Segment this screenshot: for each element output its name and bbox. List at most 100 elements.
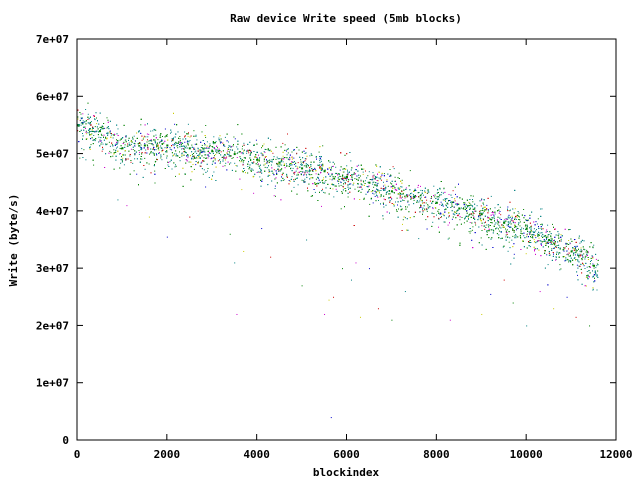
data-point bbox=[363, 181, 365, 183]
data-point bbox=[218, 150, 220, 152]
data-point bbox=[400, 192, 402, 194]
data-point bbox=[309, 178, 311, 180]
data-point bbox=[354, 178, 356, 180]
data-point bbox=[150, 130, 152, 132]
data-point bbox=[573, 258, 575, 259]
data-point bbox=[398, 178, 400, 179]
data-point bbox=[340, 152, 342, 154]
data-point bbox=[461, 198, 463, 200]
data-point bbox=[302, 157, 304, 159]
data-point bbox=[92, 139, 94, 141]
data-point bbox=[89, 146, 91, 148]
data-point bbox=[492, 211, 494, 213]
data-point bbox=[510, 223, 512, 225]
data-point bbox=[189, 136, 191, 138]
data-point bbox=[182, 148, 184, 150]
data-point bbox=[181, 146, 183, 147]
data-point bbox=[329, 175, 331, 177]
data-point bbox=[438, 196, 440, 198]
data-point bbox=[515, 218, 517, 220]
data-point bbox=[590, 242, 592, 244]
data-point bbox=[490, 222, 492, 223]
data-point bbox=[515, 226, 517, 227]
data-point bbox=[559, 247, 561, 249]
data-point bbox=[547, 284, 549, 286]
data-point bbox=[453, 211, 455, 213]
data-point bbox=[159, 134, 161, 136]
data-point bbox=[315, 156, 317, 158]
data-point bbox=[160, 136, 162, 138]
data-point bbox=[93, 130, 95, 132]
data-point bbox=[550, 237, 552, 239]
data-point bbox=[152, 152, 154, 154]
data-point bbox=[576, 250, 578, 252]
data-point bbox=[507, 225, 509, 227]
data-point bbox=[407, 229, 409, 231]
data-point bbox=[520, 232, 522, 234]
data-point bbox=[107, 121, 109, 123]
data-point bbox=[126, 145, 128, 147]
data-point bbox=[376, 188, 377, 190]
data-point bbox=[509, 210, 511, 212]
data-point bbox=[472, 208, 474, 210]
data-point bbox=[224, 159, 226, 161]
data-point bbox=[254, 173, 256, 175]
data-point bbox=[150, 172, 152, 174]
data-point bbox=[367, 186, 369, 188]
data-point bbox=[397, 177, 399, 179]
data-point bbox=[182, 143, 184, 144]
data-point bbox=[558, 235, 560, 237]
data-point bbox=[404, 196, 406, 198]
data-point bbox=[134, 143, 136, 145]
data-point bbox=[567, 259, 569, 261]
data-point bbox=[482, 218, 484, 220]
data-point bbox=[127, 145, 129, 147]
data-point bbox=[402, 223, 403, 225]
data-point bbox=[175, 165, 177, 167]
data-point bbox=[432, 208, 434, 210]
data-point bbox=[264, 163, 266, 165]
data-point bbox=[93, 115, 95, 117]
data-point bbox=[277, 163, 279, 164]
data-point bbox=[216, 152, 218, 154]
data-point bbox=[380, 203, 381, 205]
data-point bbox=[422, 207, 424, 209]
data-point bbox=[507, 236, 508, 238]
data-point bbox=[201, 151, 203, 153]
data-point bbox=[250, 170, 252, 172]
data-point bbox=[177, 147, 179, 149]
data-point bbox=[559, 252, 561, 254]
data-point bbox=[480, 205, 482, 207]
data-point bbox=[277, 168, 279, 170]
data-point bbox=[94, 118, 96, 120]
data-point bbox=[207, 148, 209, 149]
data-point bbox=[370, 197, 372, 199]
data-point bbox=[193, 156, 195, 157]
data-point bbox=[498, 234, 500, 236]
data-point bbox=[284, 157, 286, 158]
data-point bbox=[196, 152, 198, 154]
data-point bbox=[286, 173, 288, 175]
data-point bbox=[156, 154, 158, 156]
data-point bbox=[439, 213, 441, 215]
data-point bbox=[172, 144, 174, 145]
data-point bbox=[212, 141, 214, 143]
data-point bbox=[290, 164, 292, 166]
data-point bbox=[440, 194, 442, 196]
data-point bbox=[207, 150, 209, 152]
data-point bbox=[319, 181, 321, 183]
data-point bbox=[545, 236, 547, 238]
data-point bbox=[341, 192, 343, 194]
data-point bbox=[397, 204, 398, 206]
data-point bbox=[519, 235, 521, 237]
data-point bbox=[311, 174, 313, 176]
data-point bbox=[195, 164, 197, 166]
data-point bbox=[499, 226, 501, 228]
data-point bbox=[483, 222, 485, 224]
data-point bbox=[547, 234, 549, 236]
data-point bbox=[215, 166, 217, 168]
data-point bbox=[296, 174, 298, 176]
data-point bbox=[123, 141, 125, 143]
data-point bbox=[418, 201, 420, 203]
data-point bbox=[574, 254, 576, 256]
